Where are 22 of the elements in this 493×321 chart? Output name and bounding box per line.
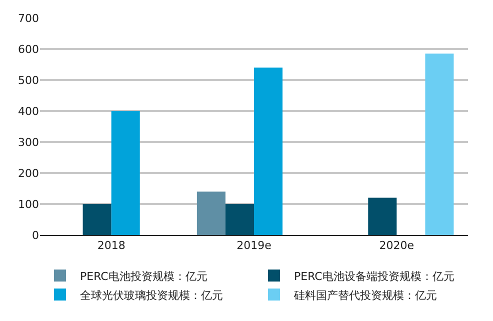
bar: [368, 198, 397, 235]
x-tick-label: 2020e: [379, 239, 414, 252]
legend-label: 硅料国产替代投资规模：亿元: [293, 288, 437, 302]
bar: [225, 204, 254, 235]
y-tick-label: 600: [18, 42, 39, 56]
legend-label: PERC电池投资规模：亿元: [80, 270, 208, 283]
bar: [111, 111, 140, 235]
legend-label: 全球光伏玻璃投资规模：亿元: [80, 288, 223, 302]
x-tick-label: 2019e: [236, 239, 272, 252]
y-tick-label: 700: [18, 12, 39, 25]
bar: [82, 204, 112, 235]
legend-label: PERC电池设备端投资规模：亿元: [294, 270, 454, 283]
y-tick-label: 300: [18, 136, 39, 149]
bar: [196, 192, 226, 235]
y-tick-label: 500: [18, 74, 39, 87]
y-tick-label: 100: [18, 198, 39, 211]
y-tick-label: 400: [18, 104, 39, 118]
bar: [425, 54, 454, 235]
y-tick-label: 200: [18, 166, 39, 180]
x-tick-label: 2018: [97, 239, 126, 252]
bar: [254, 68, 283, 235]
y-tick-label: 0: [32, 228, 39, 242]
